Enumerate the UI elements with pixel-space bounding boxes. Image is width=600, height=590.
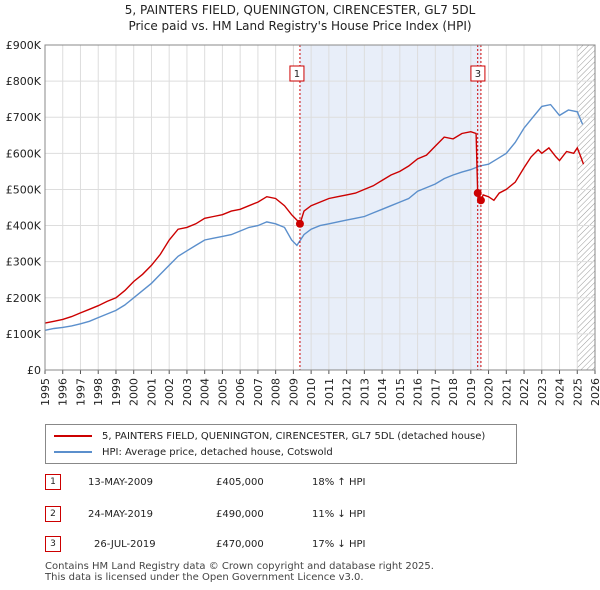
y-tick-label: £600K [6,147,42,160]
footer-copyright: Contains HM Land Registry data © Crown c… [45,561,434,572]
y-tick-label: £100K [6,328,42,341]
sale-hpi-relation: 18% ↑ HPI [312,477,366,488]
chart-legend: 5, PAINTERS FIELD, QUENINGTON, CIRENCEST… [45,424,517,464]
x-tick-label: 2007 [252,378,265,406]
sale-point [473,189,482,198]
legend-swatch-hpi [54,451,92,453]
hpi-line [44,103,584,331]
x-tick-label: 2003 [181,378,194,406]
sale-hpi-relation: 11% ↓ HPI [312,509,366,520]
plot-frame [44,44,596,371]
x-tick-label: 2016 [412,378,425,406]
footer-licence: This data is licensed under the Open Gov… [45,572,364,583]
sale-label-number: 3 [475,69,481,80]
future-hatch [577,45,595,370]
sale-price: £470,000 [216,539,264,550]
sale-row: 1 13-MAY-2009 £405,000 18% ↑ HPI [45,474,445,494]
x-tick-label: 2004 [199,378,212,406]
x-tick-label: 1997 [74,378,87,406]
x-tick-label: 2023 [536,378,549,406]
sale-row: 2 24-MAY-2019 £490,000 11% ↓ HPI [45,506,445,526]
y-tick-label: £200K [6,292,42,305]
x-tick-label: 2002 [163,378,176,406]
x-tick-label: 2014 [376,378,389,406]
y-tick-label: £800K [6,75,42,88]
x-tick-label: 2025 [571,378,584,406]
sale-point [295,219,304,228]
legend-label-hpi: HPI: Average price, detached house, Cots… [102,446,333,458]
x-tick-label: 2021 [500,378,513,406]
y-tick-label: £400K [6,220,42,233]
sale-number-badge: 1 [45,474,61,490]
x-tick-label: 2017 [429,378,442,406]
legend-swatch-property [54,435,92,437]
sale-number-badge: 3 [45,536,61,552]
x-tick-label: 2019 [465,378,478,406]
ownership-shade [299,45,481,370]
x-tick-label: 1995 [39,378,52,406]
sale-date: 24-MAY-2019 [88,509,154,520]
chart-title: 5, PAINTERS FIELD, QUENINGTON, CIRENCEST… [124,3,476,17]
sale-point [476,196,485,205]
sale-date: 26-JUL-2019 [94,539,156,550]
x-tick-label: 1999 [110,378,123,406]
x-tick-label: 2020 [483,378,496,406]
sale-date: 13-MAY-2009 [88,477,154,488]
sale-price: £490,000 [216,509,264,520]
y-tick-label: £300K [6,256,42,269]
x-tick-label: 1996 [57,378,70,406]
x-tick-label: 2005 [216,378,229,406]
x-tick-label: 2009 [287,378,300,406]
sale-label-number: 1 [294,69,300,80]
x-tick-label: 2008 [270,378,283,406]
x-tick-label: 2006 [234,378,247,406]
x-tick-label: 2024 [554,378,567,406]
x-tick-label: 2011 [323,378,336,406]
legend-item-property: 5, PAINTERS FIELD, QUENINGTON, CIRENCEST… [54,429,485,443]
x-tick-label: 2013 [358,378,371,406]
x-tick-label: 2022 [518,378,531,406]
sale-row: 3 26-JUL-2019 £470,000 17% ↓ HPI [45,536,445,556]
x-tick-label: 2001 [145,378,158,406]
footer: Contains HM Land Registry data © Crown c… [45,561,434,583]
x-tick-label: 2015 [394,378,407,406]
x-tick-label: 1998 [92,378,105,406]
x-tick-label: 2018 [447,378,460,406]
y-tick-label: £700K [6,111,42,124]
sale-label-box [470,65,486,82]
legend-label-property: 5, PAINTERS FIELD, QUENINGTON, CIRENCEST… [102,430,486,442]
legend-item-hpi: HPI: Average price, detached house, Cots… [54,445,333,459]
sale-price: £405,000 [216,477,264,488]
x-tick-label: 2010 [305,378,318,406]
sale-number-badge: 2 [45,506,61,522]
chart-subtitle: Price paid vs. HM Land Registry's House … [128,19,472,33]
x-tick-label: 2026 [589,378,600,406]
x-tick-label: 2012 [341,378,354,406]
y-tick-label: £500K [6,183,42,196]
x-tick-label: 2000 [128,378,141,406]
sale-hpi-relation: 17% ↓ HPI [312,539,366,550]
property-line [44,130,585,324]
price-chart: 1 3 £0 £100K £200K £300K £400K £500K £600K £700K… [6,39,600,406]
y-tick-label: £900K [6,39,42,52]
y-tick-label: £0 [27,364,41,377]
sale-label-box [289,65,305,82]
